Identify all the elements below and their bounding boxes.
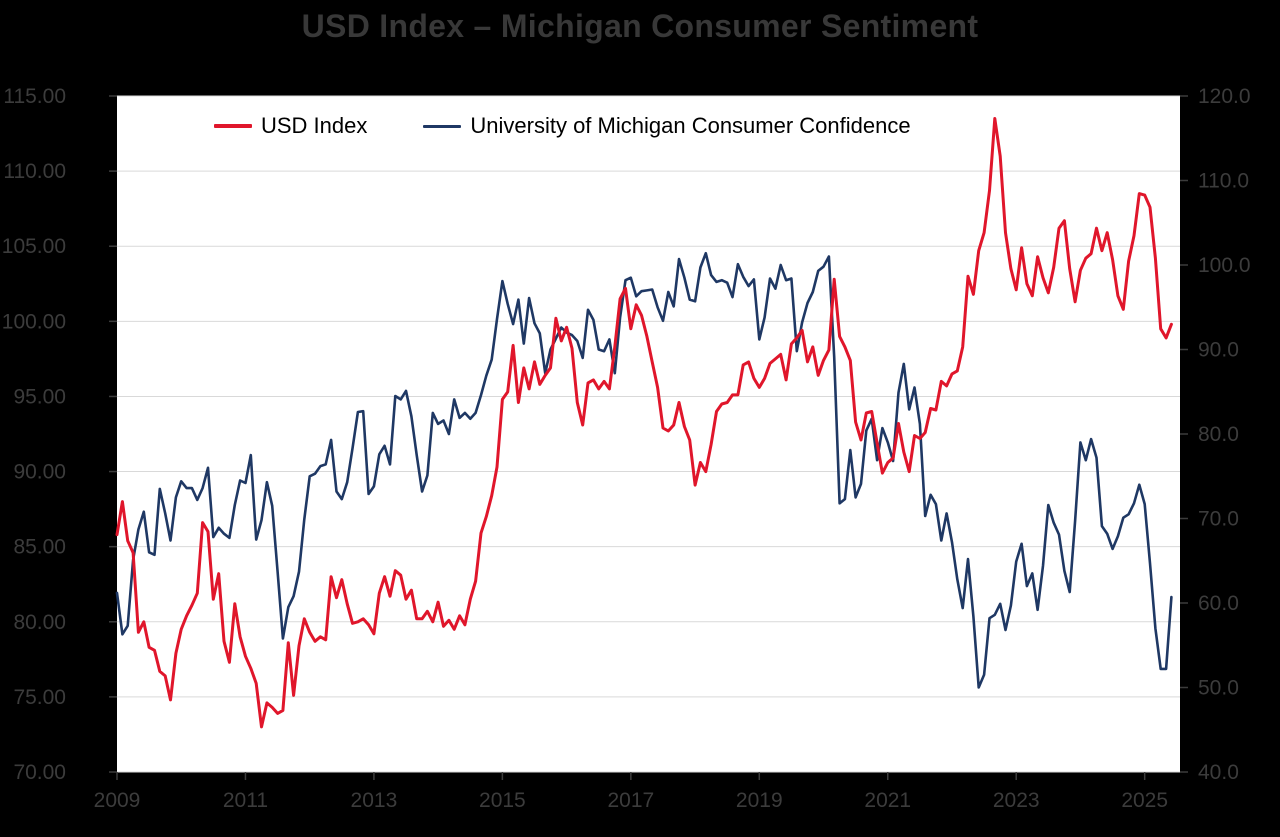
- x-tick-label: 2015: [479, 789, 526, 812]
- x-tick-label: 2011: [223, 789, 268, 812]
- x-tick-label: 2013: [351, 789, 398, 812]
- y-right-tick-label: 100.0: [1198, 254, 1251, 277]
- y-left-tick-label: 70.00: [13, 761, 66, 784]
- y-left-tick-label: 105.00: [2, 235, 66, 258]
- y-left-tick-label: 100.00: [2, 310, 66, 333]
- x-tick-label: 2025: [1121, 789, 1168, 812]
- y-left-tick-label: 85.00: [13, 536, 66, 559]
- michigan-confidence-line: [115, 251, 1173, 689]
- y-left-tick-label: 80.00: [13, 611, 66, 634]
- y-right-tick-label: 80.0: [1198, 423, 1239, 446]
- usd-index-legend-swatch: [214, 124, 252, 128]
- chart-title: USD Index – Michigan Consumer Sentiment: [301, 8, 979, 44]
- usd-index-line: [115, 117, 1173, 729]
- y-left-tick-label: 110.00: [3, 160, 66, 183]
- x-tick-label: 2019: [736, 789, 783, 812]
- y-right-tick-label: 70.0: [1198, 508, 1239, 531]
- x-tick-label: 2017: [607, 789, 654, 812]
- y-right-tick-label: 60.0: [1198, 592, 1239, 615]
- plot-area: [117, 96, 1180, 772]
- x-tick-label: 2021: [864, 789, 911, 812]
- y-left-tick-label: 90.00: [13, 461, 66, 484]
- x-tick-label: 2023: [993, 789, 1040, 812]
- y-right-tick-label: 110.0: [1198, 170, 1249, 193]
- y-right-tick-label: 50.0: [1198, 677, 1239, 700]
- y-left-tick-label: 95.00: [13, 385, 66, 408]
- michigan-confidence-legend-swatch: [423, 124, 462, 128]
- y-right-tick-label: 90.0: [1198, 339, 1239, 362]
- x-tick-label: 2009: [94, 789, 141, 812]
- y-left-tick-label: 75.00: [13, 686, 66, 709]
- usd-index-legend-label: USD Index: [261, 113, 368, 138]
- chart-legend: USD Index University of Michigan Consume…: [214, 113, 911, 139]
- y-right-tick-label: 40.0: [1198, 761, 1239, 784]
- michigan-confidence-legend-label: University of Michigan Consumer Confiden…: [470, 113, 911, 138]
- y-right-tick-label: 120.0: [1198, 85, 1251, 108]
- y-left-tick-label: 115.00: [3, 85, 66, 108]
